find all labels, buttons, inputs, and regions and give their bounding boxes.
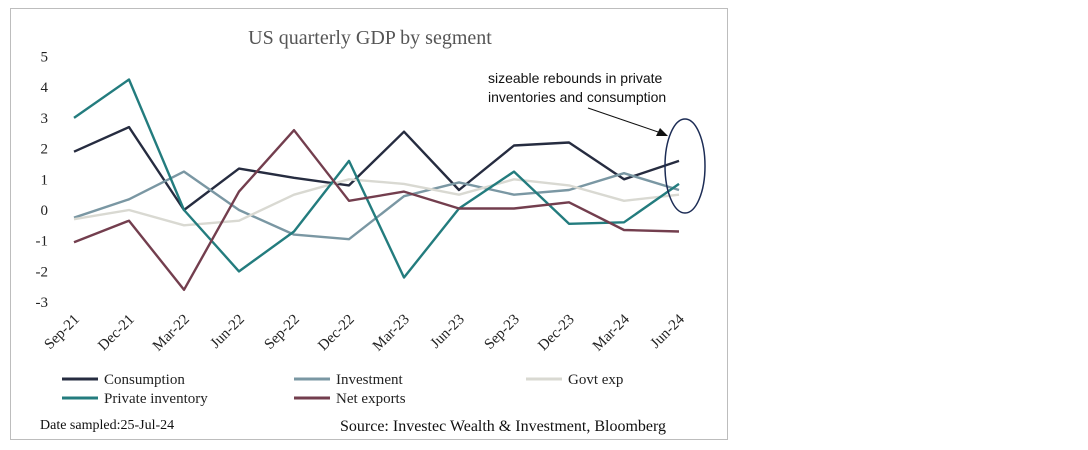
x-tick-label: Sep-21 xyxy=(41,312,82,353)
y-tick-label: -3 xyxy=(36,295,49,311)
x-tick-label: Dec-23 xyxy=(535,312,578,355)
x-axis: Sep-21 Dec-21 Mar-22 Jun-22 Sep-22 Dec-22 Mar-… xyxy=(41,311,688,354)
x-tick-label: Sep-23 xyxy=(481,312,522,353)
y-tick-label: 5 xyxy=(41,50,49,66)
annotation-ellipse xyxy=(664,118,706,214)
y-tick-label: 0 xyxy=(41,203,49,219)
annotation-text-line1: sizeable rebounds in private xyxy=(488,70,663,86)
y-tick-label: 1 xyxy=(41,172,49,188)
x-tick-label: Mar-22 xyxy=(150,312,193,355)
source-note: Source: Investec Wealth & Investment, Bl… xyxy=(340,418,667,435)
x-tick-label: Sep-22 xyxy=(261,312,302,353)
x-tick-label: Dec-21 xyxy=(95,312,138,355)
x-tick-label: Jun-24 xyxy=(648,311,689,352)
y-tick-label: 4 xyxy=(41,80,49,96)
annotation-arrowhead xyxy=(656,128,668,136)
series-line-net-exports xyxy=(73,128,680,291)
x-tick-label: Mar-24 xyxy=(590,311,633,354)
legend-label-investment: Investment xyxy=(336,372,403,388)
x-tick-label: Jun-23 xyxy=(428,312,468,352)
legend: Consumption Investment Govt exp Private inv… xyxy=(62,372,623,407)
annotation-text-line2: inventories and consumption xyxy=(488,89,666,105)
legend-label-govt-exp: Govt exp xyxy=(568,372,623,388)
y-tick-label: 2 xyxy=(41,142,49,158)
legend-label-consumption: Consumption xyxy=(104,372,185,388)
chart-title: US quarterly GDP by segment xyxy=(248,27,492,49)
x-tick-label: Dec-22 xyxy=(315,312,358,355)
annotation-arrow xyxy=(587,107,665,135)
series-line-govt-exp xyxy=(73,178,680,227)
legend-label-private-inventory: Private inventory xyxy=(104,391,208,407)
x-tick-label: Jun-22 xyxy=(208,312,248,352)
y-tick-label: -2 xyxy=(36,264,49,280)
series-layer xyxy=(73,78,680,291)
legend-label-net-exports: Net exports xyxy=(336,391,406,407)
y-tick-label: 3 xyxy=(41,111,49,127)
date-sampled-note: Date sampled:25-Jul-24 xyxy=(40,418,175,433)
annotation: sizeable rebounds in private inventories… xyxy=(488,70,706,214)
series-line-private-inventory xyxy=(73,78,680,279)
series-line-consumption xyxy=(73,125,680,212)
y-axis: 5 4 3 2 1 0 -1 -2 -3 xyxy=(36,50,49,312)
x-tick-label: Mar-23 xyxy=(370,312,413,355)
y-tick-label: -1 xyxy=(36,234,49,250)
